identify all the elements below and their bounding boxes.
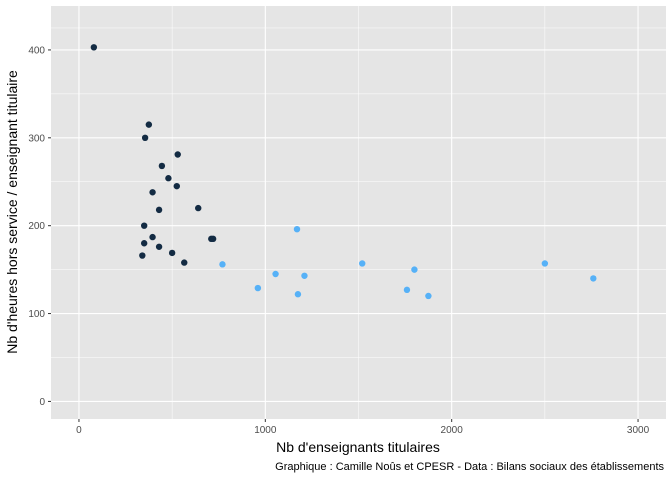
data-point: [272, 270, 279, 278]
data-point: [590, 275, 597, 282]
data-point: [149, 189, 156, 196]
data-point: [174, 151, 181, 158]
data-point: [149, 233, 156, 241]
data-point: [90, 44, 98, 51]
data-point: [158, 162, 166, 170]
data-points: [90, 44, 597, 300]
data-point: [155, 243, 163, 250]
data-point: [173, 182, 180, 190]
data-point: [411, 266, 418, 273]
data-point: [140, 222, 148, 229]
y-tick-label: 400: [28, 45, 45, 56]
y-tick-label: 100: [28, 309, 45, 320]
data-point: [195, 204, 202, 212]
data-point: [425, 292, 432, 300]
data-point: [301, 272, 308, 279]
data-point: [139, 252, 146, 259]
y-tick-label: 300: [28, 133, 45, 144]
data-point: [294, 291, 302, 298]
data-point: [155, 206, 163, 214]
y-tick-label: 0: [39, 397, 45, 408]
x-tick-label: 0: [76, 425, 82, 436]
data-point: [254, 284, 262, 292]
x-tick-label: 3000: [627, 425, 650, 436]
gridlines: [51, 6, 666, 419]
data-point: [403, 286, 411, 294]
y-axis-title: Nb d'heures hors service / enseignant ti…: [4, 70, 20, 354]
data-point: [359, 260, 366, 267]
x-tick-label: 1000: [254, 425, 277, 436]
data-point: [219, 261, 226, 268]
data-point: [168, 249, 176, 257]
data-point: [145, 121, 153, 128]
x-axis-title: Nb d'enseignants titulaires: [276, 439, 440, 455]
data-point: [293, 225, 301, 233]
x-axis: 0 1000 2000 3000: [76, 419, 650, 436]
y-tick-label: 200: [28, 221, 45, 232]
data-point: [140, 240, 148, 247]
data-point: [181, 259, 188, 266]
data-point: [165, 175, 172, 182]
data-point: [141, 134, 149, 142]
y-axis: 0 100 200 300 400: [28, 45, 51, 408]
data-point: [541, 260, 549, 267]
chart-caption: Graphique : Camille Noûs et CPESR - Data…: [275, 461, 664, 473]
x-tick-label: 2000: [441, 425, 464, 436]
data-point: [209, 235, 217, 243]
